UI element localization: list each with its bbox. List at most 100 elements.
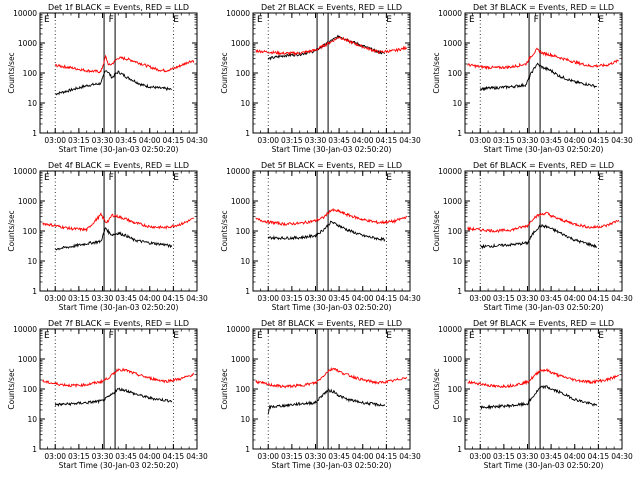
y-tick-label: 10000 [13,9,37,18]
x-tick-label: 04:15 [163,452,185,461]
y-tick-label: 1 [457,287,462,296]
panel-det-6: Det 6f BLACK = Events, RED = LLD E 1 10 100 1… [432,161,633,312]
y-tick-label: 10 [27,415,37,424]
y-tick-label: 10000 [13,167,37,176]
y-tick-label: 1000 [443,197,462,206]
x-tick-label: 03:15 [68,452,90,461]
x-axis-label: Start Time (30-Jan-03 02:50:20) [272,303,392,312]
y-tick-label: 100 [236,227,251,236]
x-axis-label: Start Time (30-Jan-03 02:50:20) [272,461,392,470]
y-tick-label: 10000 [226,167,250,176]
y-tick-label: 1000 [231,39,250,48]
x-tick-label: 03:30 [92,136,114,145]
y-tick-label: 1000 [443,355,462,364]
x-tick-label: 04:15 [376,294,398,303]
y-axis-label: Counts/sec [7,210,16,251]
x-tick-label: 04:00 [139,294,161,303]
panel-det-4: Det 4f BLACK = Events, RED = LLD E F E 1 10 10… [7,161,208,312]
y-tick-label: 1 [457,445,462,454]
x-tick-label: 03:00 [44,136,66,145]
segment-marker: F [109,173,114,183]
x-tick-label: 03:45 [328,136,350,145]
x-tick-label: 04:15 [588,452,610,461]
panel-title: Det 6f BLACK = Events, RED = LLD [473,161,614,170]
y-tick-label: 1 [32,287,37,296]
segment-marker: E [44,331,50,341]
y-axis-label: Counts/sec [432,210,441,251]
y-tick-label: 1 [32,445,37,454]
series-lld [54,54,195,74]
segment-marker: E [173,173,179,183]
x-tick-label: 03:15 [68,294,90,303]
x-tick-label: 03:45 [115,452,137,461]
x-tick-label: 04:15 [588,136,610,145]
panel-det-5: Det 5f BLACK = Events, RED = LLD E 1 10 100 1… [220,161,421,312]
x-tick-label: 04:30 [611,136,633,145]
x-axis-label: Start Time (30-Jan-03 02:50:20) [59,461,179,470]
y-tick-label: 100 [23,227,38,236]
panel-title: Det 3f BLACK = Events, RED = LLD [473,3,614,12]
y-tick-label: 100 [448,227,463,236]
y-tick-label: 10000 [226,325,250,334]
x-axis-label: Start Time (30-Jan-03 02:50:20) [484,461,604,470]
x-tick-label: 03:00 [257,136,279,145]
y-axis-label: Counts/sec [432,368,441,409]
segment-marker: E [44,15,50,25]
series-lld [467,367,620,389]
y-tick-label: 10 [452,99,462,108]
y-tick-label: 1 [457,129,462,138]
x-tick-label: 04:30 [186,136,208,145]
segment-marker: F [109,331,114,341]
x-tick-label: 03:45 [540,294,562,303]
y-axis-label: Counts/sec [7,52,16,93]
series-events [55,227,173,251]
series-events [54,70,172,96]
series-lld [255,36,408,56]
x-axis-label: Start Time (30-Jan-03 02:50:20) [484,303,604,312]
series-lld [42,212,195,233]
panel-det-9: Det 9f BLACK = Events, RED = LLD E E 1 10 100… [432,319,633,470]
segment-marker: E [386,173,392,183]
y-tick-label: 1 [32,129,37,138]
segment-marker: E [469,331,475,341]
y-tick-label: 1000 [18,197,37,206]
x-tick-label: 03:30 [305,136,327,145]
segment-marker: E [257,15,263,25]
series-events [480,224,598,250]
x-tick-label: 03:45 [540,452,562,461]
x-tick-label: 03:30 [517,294,539,303]
x-tick-label: 03:00 [257,452,279,461]
x-axis-label: Start Time (30-Jan-03 02:50:20) [59,145,179,154]
panel-title: Det 5f BLACK = Events, RED = LLD [261,161,402,170]
x-tick-label: 03:00 [469,452,491,461]
series-lld [42,367,195,389]
x-tick-label: 03:30 [92,294,114,303]
x-tick-label: 04:15 [163,136,185,145]
segment-marker: E [173,331,179,341]
x-tick-label: 04:00 [352,452,374,461]
y-tick-label: 1000 [231,355,250,364]
x-tick-label: 04:00 [564,136,586,145]
y-tick-label: 10000 [438,9,462,18]
series-events [267,34,385,61]
y-tick-label: 100 [448,385,463,394]
y-tick-label: 1 [245,287,250,296]
x-tick-label: 03:00 [469,294,491,303]
series-events [479,62,598,92]
segment-marker: E [598,331,604,341]
panel-title: Det 4f BLACK = Events, RED = LLD [48,161,189,170]
x-tick-label: 03:15 [281,294,303,303]
panel-det-2: Det 2f BLACK = Events, RED = LLD E E 1 10 100… [220,3,421,154]
y-tick-label: 10 [27,99,37,108]
y-tick-label: 100 [448,69,463,78]
x-tick-label: 03:30 [305,452,327,461]
x-tick-label: 04:00 [139,136,161,145]
y-tick-label: 1000 [18,39,37,48]
series-events [479,385,598,410]
segment-marker: E [173,15,179,25]
series-events [267,220,386,242]
series-lld [467,47,620,71]
panel-det-8: Det 8f BLACK = Events, RED = LLD E E 1 10 100… [220,319,421,470]
x-tick-label: 04:30 [186,452,208,461]
